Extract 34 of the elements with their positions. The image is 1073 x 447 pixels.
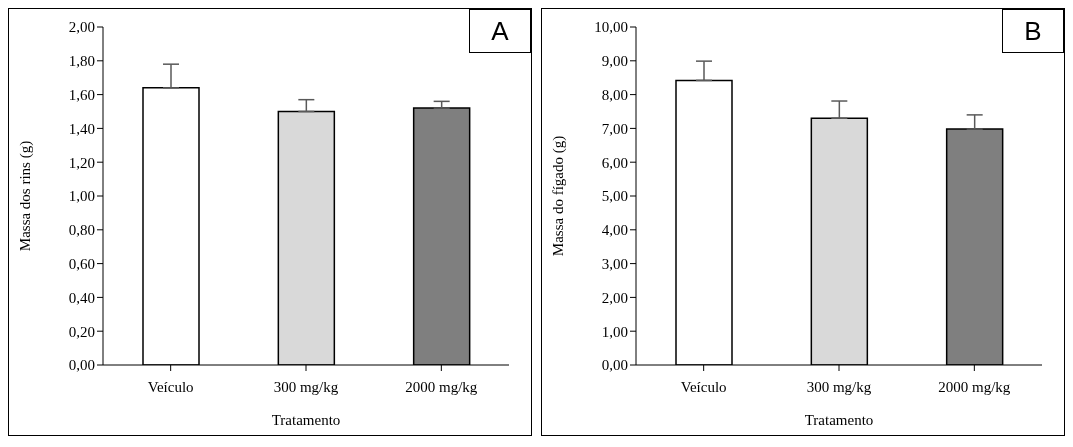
- y-tick-label: 2,00: [68, 19, 95, 36]
- y-tick-label: 7,00: [601, 120, 628, 137]
- y-tick-label: 1,80: [68, 53, 95, 70]
- y-tick-label: 9,00: [601, 53, 628, 70]
- y-tick-label: 1,60: [68, 86, 95, 103]
- chart-title: B: [1002, 9, 1064, 53]
- y-tick-label: 0,00: [68, 357, 95, 374]
- y-tick-label: 3,00: [601, 255, 628, 272]
- x-tick-label: 300 mg/kg: [806, 378, 872, 395]
- y-axis-title: Massa do fígado (g): [550, 135, 568, 257]
- chart-title: A: [469, 9, 531, 53]
- x-axis-title: Tratamento: [804, 412, 874, 428]
- x-axis-title: Tratamento: [271, 412, 341, 428]
- x-tick-label: Veículo: [680, 378, 727, 395]
- y-tick-label: 1,00: [601, 323, 628, 340]
- y-tick-label: 1,00: [68, 188, 95, 205]
- y-tick-label: 4,00: [601, 222, 628, 239]
- y-tick-label: 2,00: [601, 289, 628, 306]
- x-tick-label: 300 mg/kg: [273, 378, 339, 395]
- y-tick-label: 8,00: [601, 86, 628, 103]
- y-tick-label: 10,00: [594, 19, 628, 36]
- x-tick-label: 2000 mg/kg: [405, 378, 478, 395]
- y-tick-label: 0,00: [601, 357, 628, 374]
- y-tick-label: 6,00: [601, 154, 628, 171]
- y-tick-label: 1,20: [68, 154, 95, 171]
- y-tick-label: 0,40: [68, 289, 95, 306]
- x-tick-label: Veículo: [147, 378, 194, 395]
- y-axis-title: Massa dos rins (g): [17, 140, 35, 252]
- y-tick-label: 0,80: [68, 222, 95, 239]
- x-tick-label: 2000 mg/kg: [938, 378, 1011, 395]
- y-tick-label: 1,40: [68, 120, 95, 137]
- y-tick-label: 0,20: [68, 323, 95, 340]
- y-tick-label: 0,60: [68, 255, 95, 272]
- y-tick-label: 5,00: [601, 188, 628, 205]
